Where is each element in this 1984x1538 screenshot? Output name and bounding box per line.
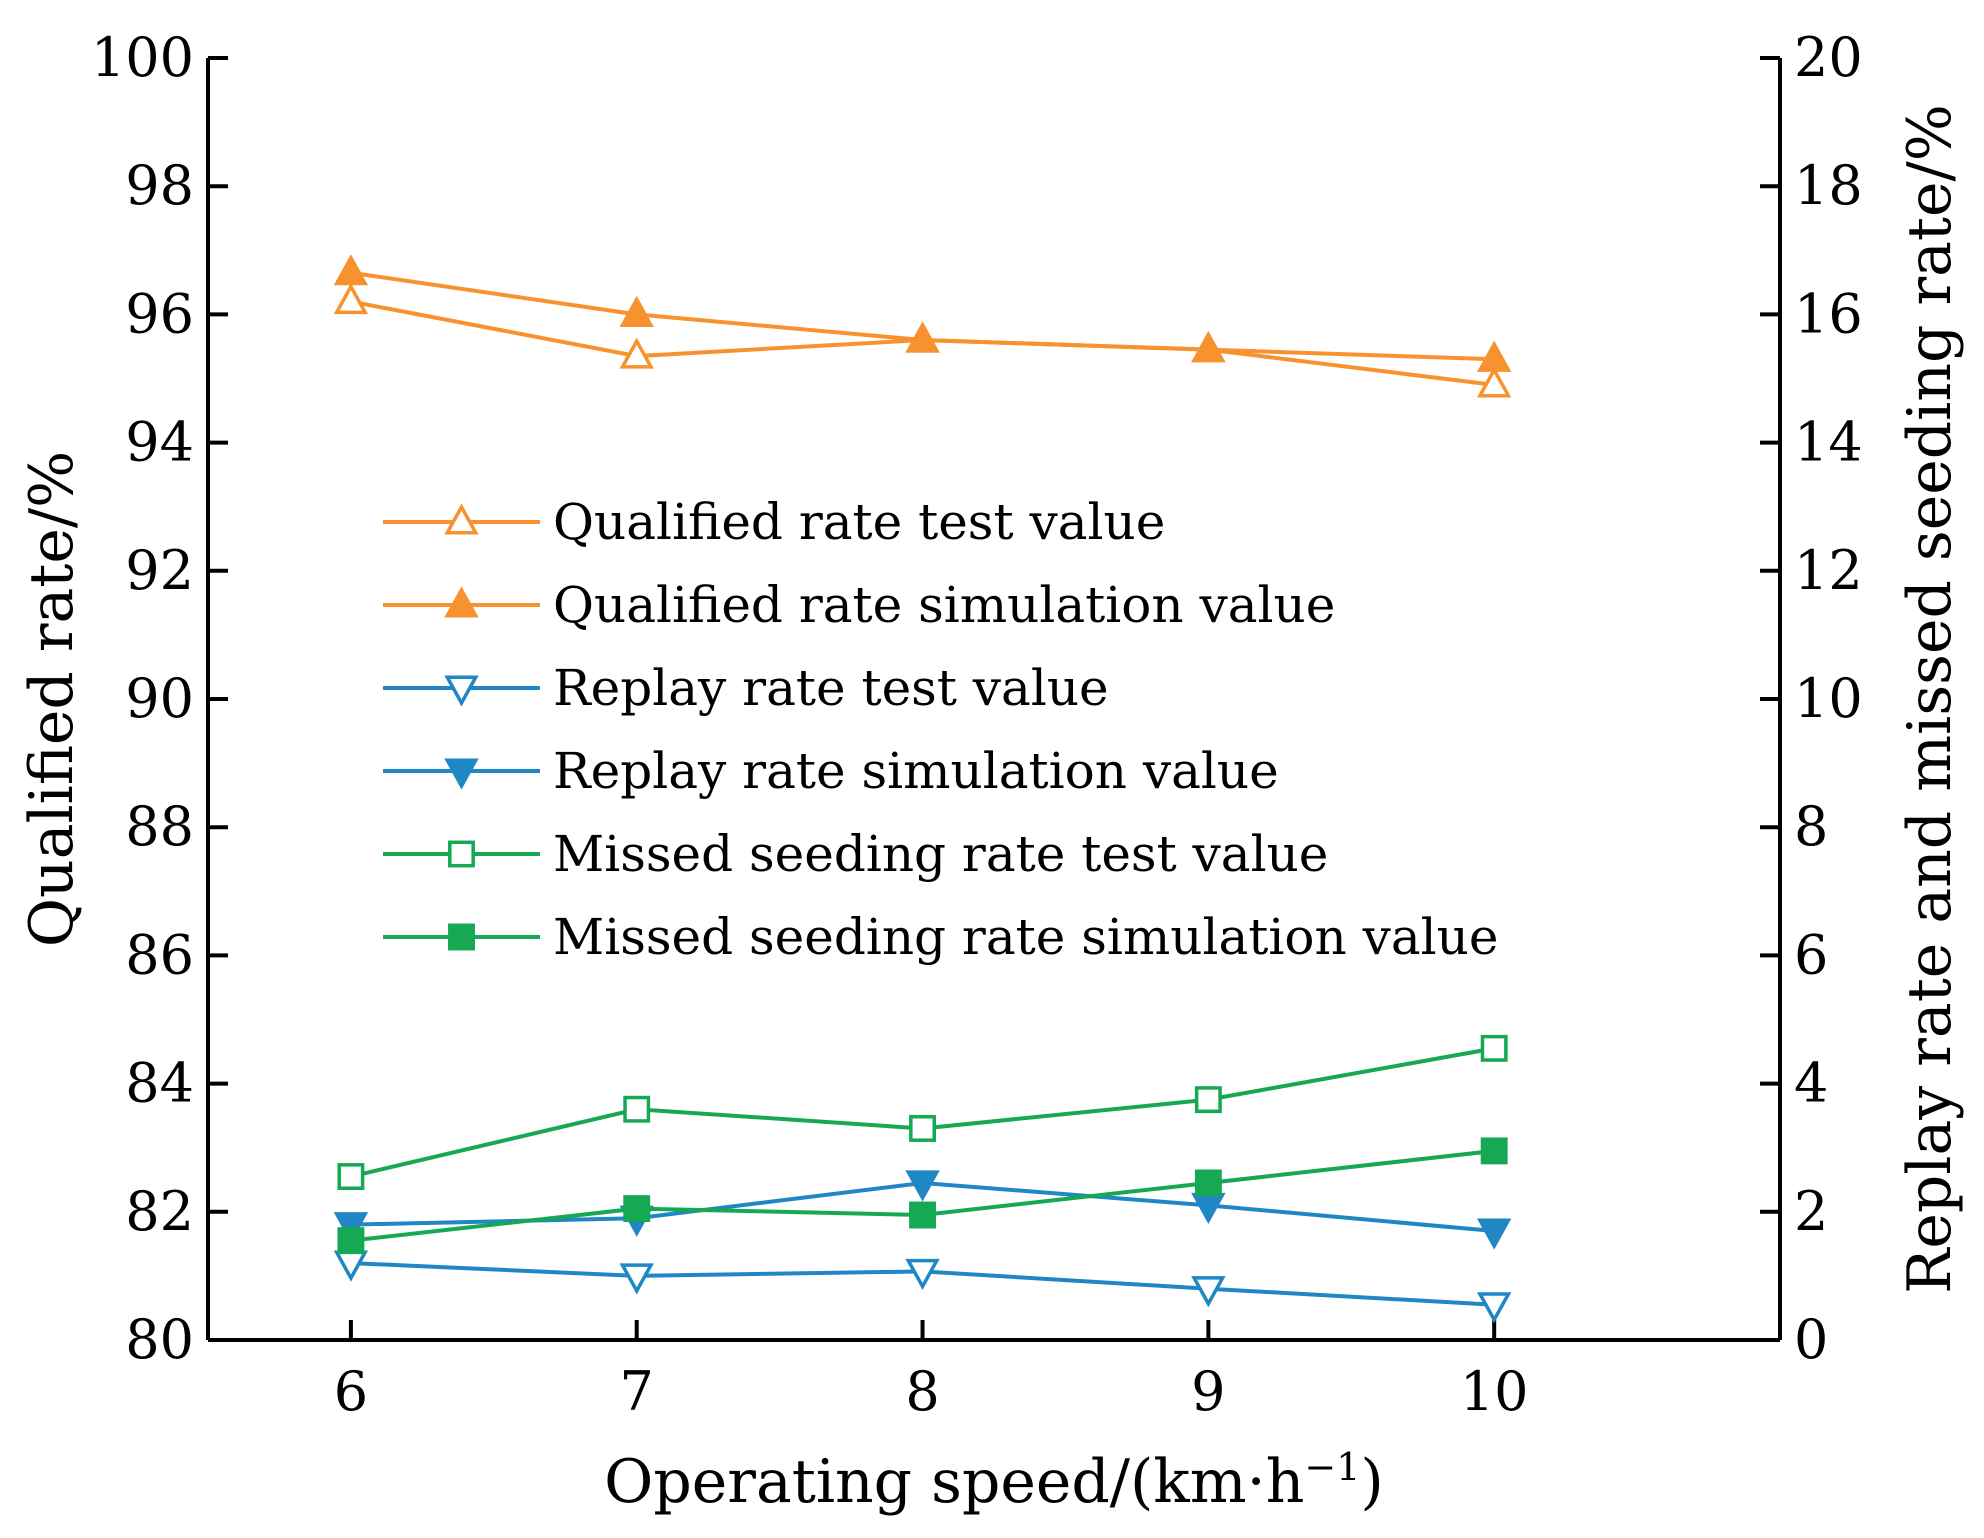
right-y-axis-title: Replay rate and missed seeding rate/%: [1895, 104, 1965, 1294]
series-1: [333, 254, 1512, 372]
right-y-tick-label: 20: [1794, 26, 1863, 89]
data-point: [333, 1212, 369, 1244]
data-point: [909, 1115, 936, 1142]
left-y-tick-label: 84: [125, 1052, 194, 1115]
data-point: [1476, 366, 1512, 398]
legend-item: Qualified rate test value: [383, 493, 1165, 551]
legend-item: Replay rate test value: [383, 659, 1109, 717]
data-point: [1476, 1218, 1512, 1250]
data-point: [623, 1095, 651, 1123]
x-axis-title: Operating speed/(km·h−1): [604, 1445, 1384, 1517]
legend-item: Missed seeding rate simulation value: [383, 908, 1498, 966]
legend-label: Replay rate simulation value: [553, 742, 1279, 800]
left-y-tick-label: 86: [125, 923, 194, 986]
data-point: [1194, 1086, 1222, 1114]
right-y-tick-label: 14: [1794, 411, 1863, 474]
x-axis-title-close: ): [1360, 1447, 1383, 1517]
data-point: [619, 295, 654, 327]
data-point: [905, 1258, 940, 1291]
data-point: [619, 1263, 654, 1295]
data-point: [337, 1163, 365, 1190]
right-y-tick-label: 4: [1794, 1052, 1828, 1115]
data-point: [1480, 1034, 1508, 1062]
data-point: [1191, 331, 1226, 363]
left-y-tick-label: 88: [125, 795, 194, 858]
legend-marker: [444, 586, 479, 618]
legend-label: Replay rate test value: [553, 659, 1109, 717]
data-point: [905, 321, 940, 353]
legend-marker: [444, 758, 479, 790]
right-y-tick-label: 10: [1794, 667, 1863, 730]
data-point: [333, 254, 369, 286]
legend-marker: [448, 840, 475, 868]
data-point: [1480, 1137, 1508, 1165]
right-y-tick-label: 8: [1794, 795, 1828, 858]
x-axis-title-superscript: −1: [1304, 1445, 1360, 1489]
series-layer: [333, 254, 1512, 1324]
legend-label: Qualified rate simulation value: [553, 576, 1335, 634]
x-tick-label: 6: [334, 1360, 368, 1423]
data-point: [337, 1227, 365, 1255]
right-y-tick-label: 12: [1794, 539, 1863, 602]
right-y-tick-label: 16: [1794, 282, 1863, 345]
x-tick-label: 9: [1191, 1360, 1225, 1423]
data-point: [1191, 1276, 1226, 1308]
left-y-tick-label: 82: [125, 1180, 194, 1243]
data-point: [619, 337, 654, 369]
legend-marker: [448, 923, 475, 951]
left-y-tick-label: 98: [125, 154, 194, 217]
data-point: [333, 282, 369, 315]
data-point: [905, 1170, 940, 1202]
legend-label: Qualified rate test value: [553, 493, 1165, 551]
series-5: [337, 1137, 1508, 1255]
x-tick-label: 10: [1460, 1360, 1529, 1423]
legend-marker: [444, 503, 479, 535]
legend-item: Missed seeding rate test value: [383, 825, 1328, 883]
series-2: [333, 1250, 1512, 1324]
data-point: [1194, 1169, 1222, 1197]
legend-label: Missed seeding rate simulation value: [553, 908, 1498, 966]
left-y-tick-label: 96: [125, 282, 194, 345]
right-y-tick-label: 18: [1794, 154, 1863, 217]
right-y-tick-label: 2: [1794, 1180, 1828, 1243]
x-axis-title-main: Operating speed/(km·h: [604, 1447, 1304, 1517]
data-point: [623, 1195, 651, 1223]
series-line: [350, 1046, 1495, 1179]
legend: Qualified rate test value Qualified rate …: [383, 493, 1498, 966]
left-y-tick-label: 80: [125, 1308, 194, 1371]
ticks: 8082848688909294969810002468101214161820…: [91, 26, 1863, 1423]
legend-item: Replay rate simulation value: [383, 742, 1279, 800]
left-y-tick-label: 90: [125, 667, 194, 730]
right-y-tick-label: 0: [1794, 1308, 1828, 1371]
x-tick-label: 7: [620, 1360, 654, 1423]
left-y-axis-title: Qualified rate/%: [17, 451, 87, 947]
left-y-tick-label: 100: [91, 26, 194, 89]
legend-label: Missed seeding rate test value: [553, 825, 1328, 883]
right-y-tick-label: 6: [1794, 923, 1828, 986]
x-tick-label: 8: [905, 1360, 939, 1423]
legend-item: Qualified rate simulation value: [383, 576, 1335, 634]
data-point: [909, 1201, 936, 1229]
left-y-tick-label: 92: [125, 539, 194, 602]
legend-marker: [444, 675, 479, 707]
series-4: [337, 1034, 1508, 1190]
left-y-tick-label: 94: [125, 411, 194, 474]
data-point: [1476, 340, 1512, 372]
data-point: [1476, 1292, 1512, 1324]
